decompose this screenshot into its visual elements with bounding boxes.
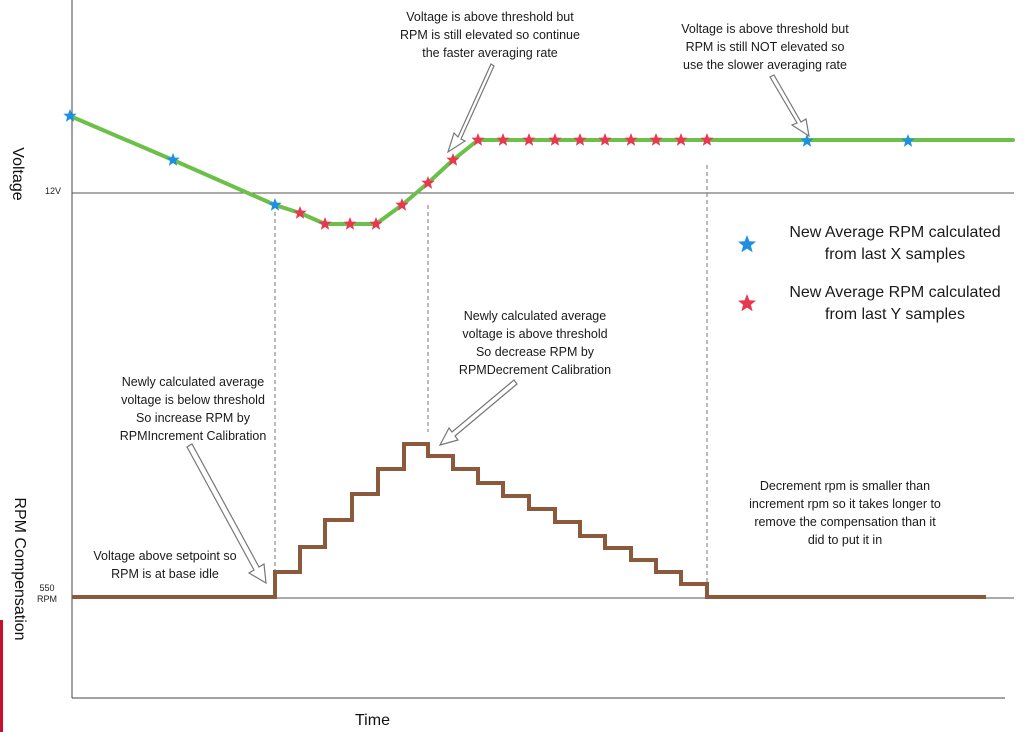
red-star-17	[700, 133, 714, 146]
time-axis-label: Time	[355, 712, 390, 729]
red-star-16	[674, 133, 688, 146]
voltage-tick-12v: 12V	[44, 186, 61, 196]
rpm-staircase	[72, 442, 986, 599]
red-star-markers	[293, 133, 714, 230]
red-star-13	[598, 133, 612, 146]
blue-star-2	[166, 153, 180, 166]
annotation-base-idle: Voltage above setpoint so RPM is at base…	[93, 549, 237, 581]
blue-star-3	[268, 198, 282, 211]
red-star-4	[369, 217, 383, 230]
red-star-15	[649, 133, 663, 146]
arrow-middle	[438, 379, 518, 446]
legend-blue-star-icon	[738, 235, 756, 253]
edge-accent-bar	[0, 620, 3, 732]
legend-blue-label: New Average RPM calculated from last X s…	[789, 224, 1001, 263]
blue-star-markers	[63, 109, 915, 211]
blue-star-1	[63, 109, 77, 122]
legend-red-label: New Average RPM calculated from last Y s…	[789, 284, 1001, 323]
arrow-left	[186, 443, 267, 585]
blue-star-4	[800, 134, 814, 147]
arrow-top-right	[769, 74, 810, 138]
red-star-12	[573, 133, 587, 146]
red-star-7	[446, 153, 460, 166]
red-star-2	[318, 217, 332, 230]
red-star-6	[421, 176, 435, 189]
callout-arrows	[186, 63, 810, 585]
annotation-top-middle: Voltage is above threshold but RPM is st…	[400, 10, 580, 60]
annotation-decrease: Newly calculated average voltage is abov…	[458, 309, 612, 377]
red-star-5	[395, 198, 409, 211]
voltage-axis-label: Voltage	[9, 147, 26, 201]
arrow-top-middle	[446, 63, 495, 154]
red-star-9	[496, 133, 510, 146]
annotation-increase: Newly calculated average voltage is belo…	[119, 375, 267, 443]
red-star-10	[522, 133, 536, 146]
red-star-14	[624, 133, 638, 146]
rpm-axis-label: RPM Compensation	[11, 497, 28, 641]
red-star-1	[293, 206, 307, 219]
annotation-top-right: Voltage is above threshold but RPM is st…	[681, 22, 849, 72]
red-star-3	[343, 217, 357, 230]
red-star-8	[471, 133, 485, 146]
voltage-curve	[68, 114, 1015, 226]
rpm-tick-550: 550 RPM	[37, 583, 57, 604]
blue-star-5	[901, 134, 915, 147]
legend-red-star-icon	[738, 294, 756, 312]
red-star-11	[548, 133, 562, 146]
annotation-decrement-note: Decrement rpm is smaller than increment …	[749, 479, 941, 547]
